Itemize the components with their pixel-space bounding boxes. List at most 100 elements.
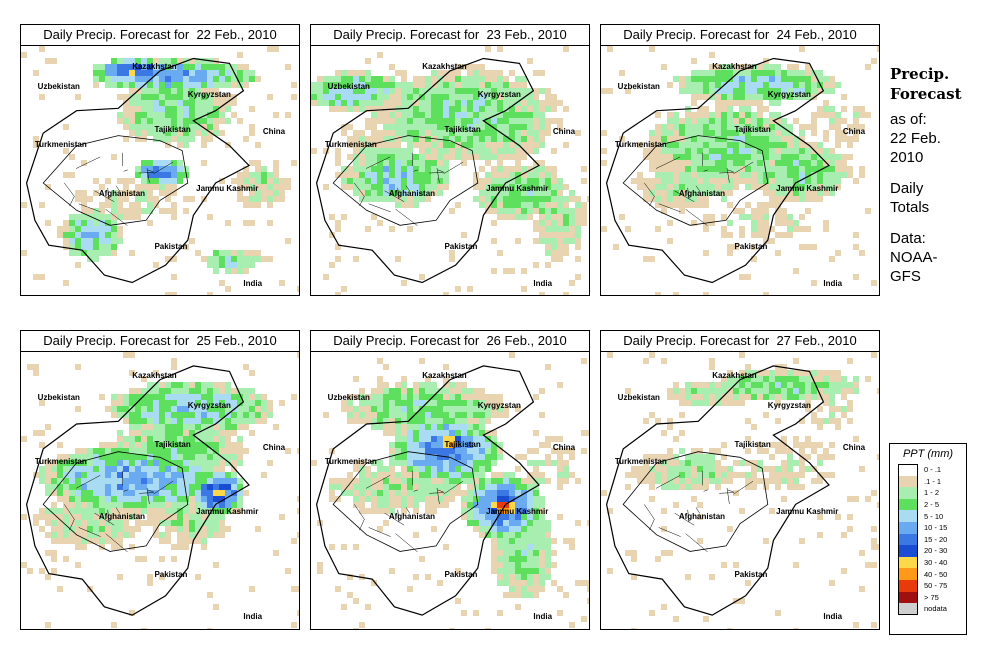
precip-cell [365,100,371,106]
precip-cell [395,82,401,88]
precip-cell [521,166,527,172]
precip-cell [201,64,207,70]
precip-cell [117,196,123,202]
precip-cell [389,454,395,460]
precip-cell [545,460,551,466]
precip-cell [575,226,581,232]
province-border [674,190,695,202]
precip-cell [715,190,721,196]
precip-cell [353,172,359,178]
precip-cell [93,190,99,196]
precip-cell [721,142,727,148]
precip-cell [763,136,769,142]
precip-cell [57,496,63,502]
precip-cell [147,160,153,166]
precip-cell [859,172,865,178]
precip-cell [775,94,781,100]
precip-cell [643,460,649,466]
precip-cell [159,496,165,502]
precip-cell [141,70,147,76]
precip-cell [727,118,733,124]
precip-cell [715,448,721,454]
precip-cell [389,226,395,232]
precip-cell [479,136,485,142]
precip-cell [335,148,341,154]
precip-cell [491,502,497,508]
precip-cell [69,508,75,514]
precip-cell [823,226,829,232]
precip-cell [781,82,787,88]
precip-cell [237,64,243,70]
precip-cell [371,508,377,514]
precip-cell [419,358,425,364]
precip-cell [353,130,359,136]
precip-cell [105,532,111,538]
precip-cell [763,238,769,244]
legend-row: 30 - 40 [890,556,966,569]
precip-cell [763,148,769,154]
precip-cell [195,424,201,430]
precip-cell [69,484,75,490]
precip-cell [793,148,799,154]
precip-cell [497,88,503,94]
precip-cell [183,94,189,100]
precip-cell [377,220,383,226]
precip-cell [45,472,51,478]
precip-cell [799,226,805,232]
precip-cell [793,370,799,376]
precip-cell [261,406,267,412]
precip-cell [371,502,377,508]
precip-cell [509,556,515,562]
precip-cell [497,184,503,190]
precip-cell [419,136,425,142]
precip-cell [33,136,39,142]
precip-cell [359,490,365,496]
precip-cell [715,166,721,172]
precip-cell [661,202,667,208]
precip-cell [739,154,745,160]
precip-cell [679,430,685,436]
precip-cell [443,88,449,94]
map-label-uzbekistan: Uzbekistan [617,393,660,403]
precip-cell [207,490,213,496]
precip-cell [123,196,129,202]
precip-cell [449,424,455,430]
precip-cell [153,388,159,394]
precip-cell [467,124,473,130]
precip-cell [539,388,545,394]
precip-cell [69,172,75,178]
precip-cell [847,136,853,142]
precip-cell [473,106,479,112]
precip-cell [377,358,383,364]
precip-cell [153,496,159,502]
precip-cell [491,484,497,490]
precip-cell [377,388,383,394]
precip-cell [165,424,171,430]
precip-cell [267,184,273,190]
precip-cell [751,394,757,400]
afghanistan-border [42,451,189,552]
precip-cell [769,466,775,472]
precip-cell [353,502,359,508]
precip-cell [407,400,413,406]
precip-cell [129,388,135,394]
precip-cell [673,388,679,394]
precip-cell [231,502,237,508]
precip-cell [171,82,177,88]
precip-cell [171,70,177,76]
precip-cell [231,490,237,496]
precip-cell [117,406,123,412]
precip-cell [171,436,177,442]
precip-cell [703,76,709,82]
precip-cell [431,154,437,160]
precip-cell [563,106,569,112]
precip-cell [679,478,685,484]
legend-label: 50 - 75 [924,581,948,591]
precip-cell [847,124,853,130]
precip-cell [183,508,189,514]
precip-cell [769,88,775,94]
precip-cell [165,442,171,448]
precip-cell [527,544,533,550]
precip-cell [443,148,449,154]
precip-cell [461,448,467,454]
